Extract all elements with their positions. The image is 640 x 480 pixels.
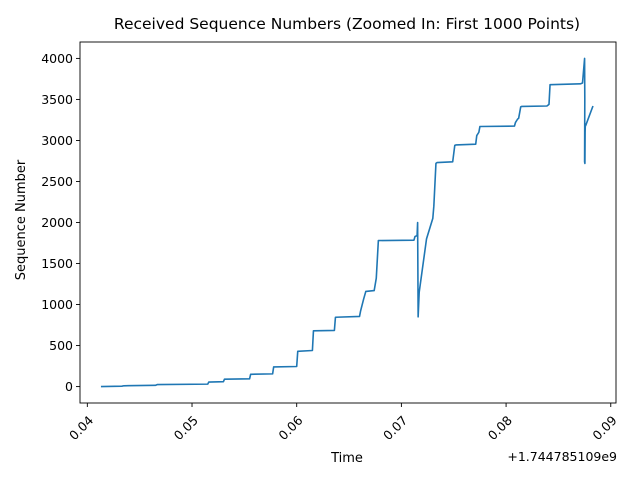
x-axis-label: Time xyxy=(330,451,363,466)
y-tick-label: 0 xyxy=(65,379,73,394)
y-tick-label: 1000 xyxy=(41,297,73,312)
y-tick-label: 500 xyxy=(49,338,73,353)
chart-title: Received Sequence Numbers (Zoomed In: Fi… xyxy=(114,15,580,33)
x-tick-label: 0.09 xyxy=(589,413,619,443)
y-axis-label: Sequence Number xyxy=(14,159,29,280)
series-line-0 xyxy=(100,57,594,388)
y-tick-label: 2500 xyxy=(41,174,73,189)
x-tick-label: 0.07 xyxy=(380,413,410,443)
x-tick-label: 0.05 xyxy=(171,413,201,443)
x-axis-offset-label: +1.744785109e9 xyxy=(507,449,617,464)
x-tick-label: 0.04 xyxy=(66,413,96,443)
x-axis-ticks: 0.04 0.05 0.06 0.07 0.08 0.09 xyxy=(66,403,620,443)
y-tick-label: 4000 xyxy=(41,51,73,66)
y-tick-label: 1500 xyxy=(41,256,73,271)
y-tick-label: 2000 xyxy=(41,215,73,230)
x-tick-label: 0.06 xyxy=(275,413,305,443)
plot-frame xyxy=(79,41,617,404)
y-axis-ticks: 0 500 1000 1500 2000 2500 3000 3500 4000 xyxy=(41,51,80,394)
y-tick-label: 3500 xyxy=(41,92,73,107)
y-tick-label: 3000 xyxy=(41,133,73,148)
plot-area xyxy=(79,41,617,404)
x-tick-label: 0.08 xyxy=(485,413,515,443)
